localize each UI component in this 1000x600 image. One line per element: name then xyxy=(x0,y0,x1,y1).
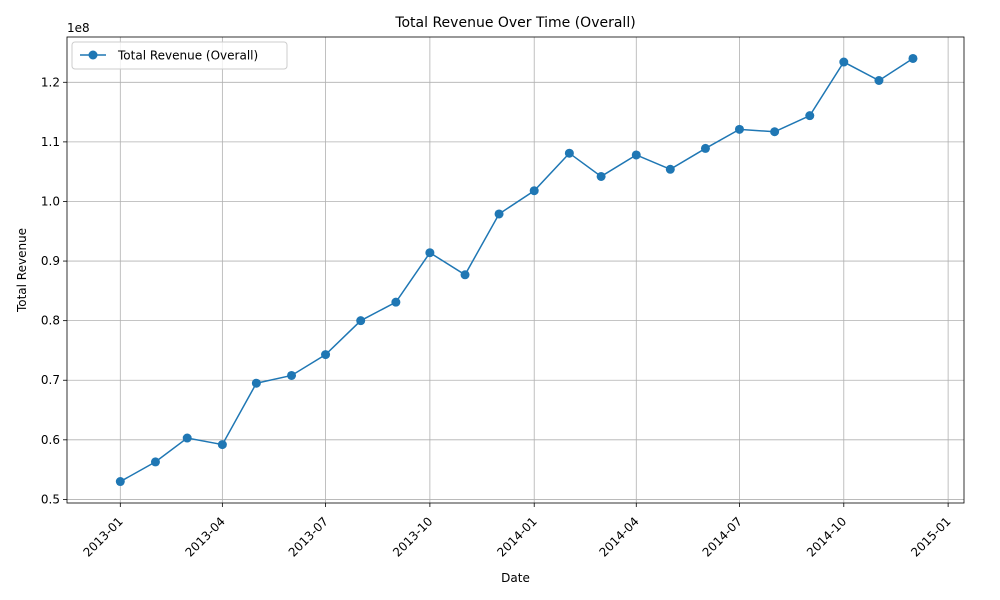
data-point xyxy=(564,148,574,158)
data-point xyxy=(460,270,470,280)
data-point xyxy=(805,111,815,121)
data-point xyxy=(182,433,192,443)
data-point xyxy=(700,143,710,153)
data-point xyxy=(115,477,125,487)
legend-entry: Total Revenue (Overall) xyxy=(117,49,258,63)
data-point xyxy=(321,350,331,360)
y-tick-label: 0.6 xyxy=(41,433,60,447)
data-point xyxy=(631,150,641,160)
y-tick-label: 1.0 xyxy=(41,194,60,208)
data-point xyxy=(251,378,261,388)
x-tick-label: 2013-04 xyxy=(183,514,228,559)
y-tick-label: 1.1 xyxy=(41,135,60,149)
data-point xyxy=(839,57,849,67)
plot-frame xyxy=(66,36,965,504)
y-tick-label: 0.9 xyxy=(41,254,60,268)
data-point xyxy=(287,370,297,380)
data-point xyxy=(391,297,401,307)
x-axis-label: Date xyxy=(501,571,530,585)
series-layer xyxy=(115,53,918,487)
data-point xyxy=(770,127,780,137)
y-tick-label: 0.8 xyxy=(41,314,60,328)
grid-layer xyxy=(67,37,964,503)
data-point xyxy=(494,209,504,219)
data-point xyxy=(217,440,227,450)
x-tick-label: 2015-01 xyxy=(908,514,953,559)
y-axis: 0.5 0.6 0.7 0.8 0.9 1.0 1.1 1.2 xyxy=(41,75,67,506)
chart-title: Total Revenue Over Time (Overall) xyxy=(394,15,635,31)
x-tick-label: 2013-01 xyxy=(80,514,125,559)
x-tick-label: 2013-07 xyxy=(286,514,331,559)
x-tick-label: 2014-01 xyxy=(494,514,539,559)
data-point xyxy=(356,316,366,326)
series-line xyxy=(119,57,914,483)
legend: Total Revenue (Overall) xyxy=(71,41,288,70)
data-point xyxy=(734,124,744,134)
x-axis: 2013-01 2013-04 2013-07 2013-10 2014-01 2014-… xyxy=(80,503,954,560)
y-tick-label: 0.5 xyxy=(41,492,60,506)
data-point xyxy=(908,53,918,63)
data-point xyxy=(529,186,539,196)
y-axis-label: Total Revenue xyxy=(15,228,29,313)
y-offset-label: 1e8 xyxy=(67,21,90,35)
data-point xyxy=(874,76,884,86)
x-tick-label: 2014-04 xyxy=(596,514,641,559)
data-point xyxy=(425,248,435,258)
data-point xyxy=(150,457,160,467)
data-point xyxy=(596,171,606,181)
data-point xyxy=(665,164,675,174)
legend-point-marker xyxy=(88,50,98,60)
y-tick-label: 0.7 xyxy=(41,373,60,387)
legend-box xyxy=(71,41,288,70)
x-tick-label: 2014-07 xyxy=(700,514,745,559)
x-tick-label: 2013-10 xyxy=(390,514,435,559)
x-tick-label: 2014-10 xyxy=(804,514,849,559)
y-tick-label: 1.2 xyxy=(41,75,60,89)
